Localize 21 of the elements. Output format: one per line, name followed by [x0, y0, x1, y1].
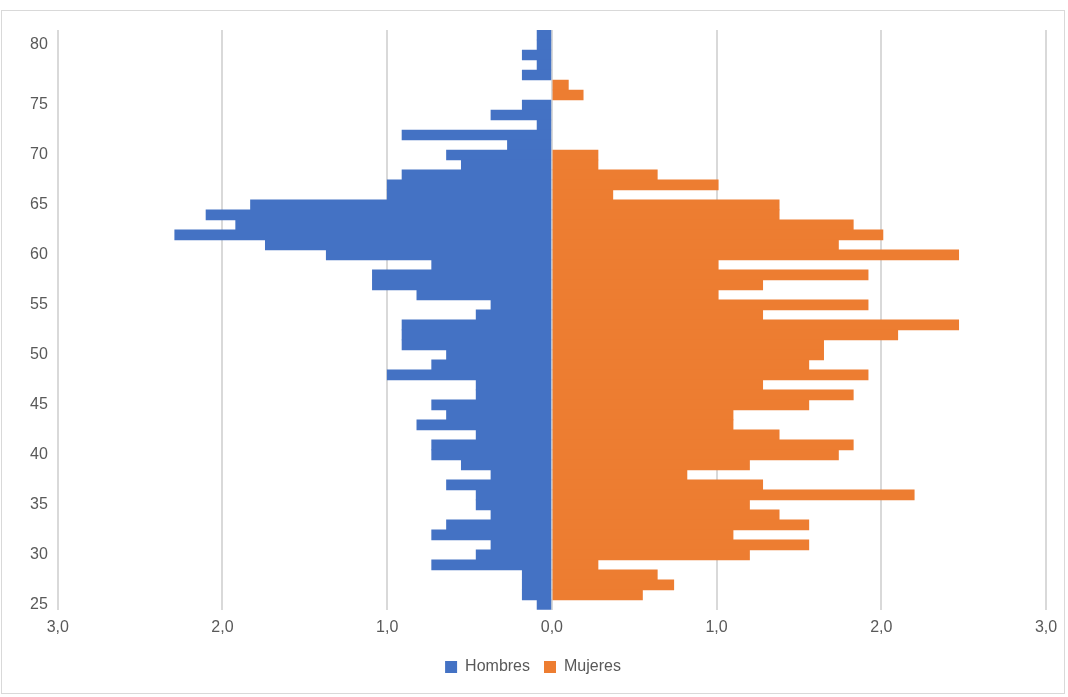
- y-tick-label: 35: [30, 495, 48, 513]
- x-tick-label: 1,0: [376, 617, 399, 635]
- y-tick-label: 70: [30, 145, 48, 163]
- legend-label: Mujeres: [564, 657, 621, 675]
- x-tick-label: 3,0: [1034, 617, 1058, 635]
- y-tick-label: 80: [30, 35, 48, 53]
- y-tick-label: 40: [30, 445, 48, 463]
- legend-label: Hombres: [465, 657, 530, 675]
- y-tick-label: 75: [30, 95, 48, 113]
- y-tick-label: 45: [30, 395, 48, 413]
- y-tick-label: 55: [30, 295, 48, 313]
- x-tick-label: 3,0: [46, 617, 70, 635]
- x-tick-label: 0,0: [540, 617, 564, 635]
- y-tick-label: 50: [30, 345, 48, 363]
- x-tick-label: 1,0: [705, 617, 728, 635]
- y-tick-label: 30: [30, 545, 48, 563]
- y-tick-label: 60: [30, 245, 48, 263]
- x-tick-label: 2,0: [870, 617, 893, 635]
- y-tick-label: 65: [30, 195, 48, 213]
- x-tick-label: 2,0: [211, 617, 234, 635]
- y-tick-label: 25: [30, 595, 48, 613]
